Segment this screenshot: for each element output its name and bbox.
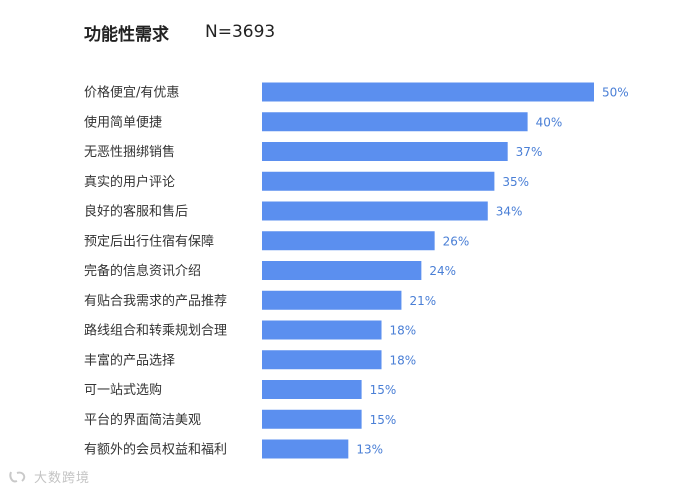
value-label: 26% <box>443 234 470 248</box>
bar <box>262 171 495 191</box>
value-label: 34% <box>496 205 523 219</box>
bar <box>262 112 528 132</box>
value-label: 15% <box>370 383 397 397</box>
category-label: 有贴合我需求的产品推荐 <box>84 293 227 309</box>
bar <box>262 350 382 370</box>
category-label: 无恶性捆绑销售 <box>84 144 175 160</box>
bar <box>262 201 488 221</box>
bar <box>262 231 435 251</box>
category-label: 良好的客服和售后 <box>84 204 188 220</box>
sample-size: N=3693 <box>205 22 276 42</box>
chart-title: 功能性需求 <box>84 24 169 45</box>
category-label: 预定后出行住宿有保障 <box>84 233 214 249</box>
value-label: 15% <box>370 413 397 427</box>
value-label: 24% <box>429 264 456 278</box>
category-label: 平台的界面简洁美观 <box>84 412 201 428</box>
bar <box>262 142 508 161</box>
category-label: 价格便宜/有优惠 <box>84 85 179 101</box>
bar <box>262 82 594 102</box>
category-label: 丰富的产品选择 <box>84 352 175 368</box>
category-label: 路线组合和转乘规划合理 <box>84 323 227 339</box>
value-label: 18% <box>390 324 417 338</box>
bar <box>262 320 382 340</box>
value-label: 40% <box>536 115 563 129</box>
value-label: 18% <box>390 353 417 367</box>
category-label: 真实的用户评论 <box>84 174 175 190</box>
bar <box>262 380 362 399</box>
bar <box>262 261 422 280</box>
category-label: 有额外的会员权益和福利 <box>84 442 227 458</box>
watermark-text: 大数跨境 <box>34 471 91 486</box>
chart-header: 功能性需求 N=3693 <box>84 20 276 45</box>
watermark: 大数跨境 <box>8 467 90 486</box>
value-label: 50% <box>602 86 629 100</box>
bar <box>262 409 362 429</box>
bar <box>262 290 402 310</box>
value-label: 13% <box>356 443 383 457</box>
bar <box>262 439 349 459</box>
value-label: 35% <box>502 175 529 189</box>
category-label: 使用简单便捷 <box>84 114 162 130</box>
value-label: 21% <box>409 294 436 308</box>
value-label: 37% <box>516 145 543 159</box>
watermark-logo-icon <box>9 471 26 482</box>
category-label: 完备的信息资讯介绍 <box>84 263 201 279</box>
category-label: 可一站式选购 <box>84 382 162 398</box>
